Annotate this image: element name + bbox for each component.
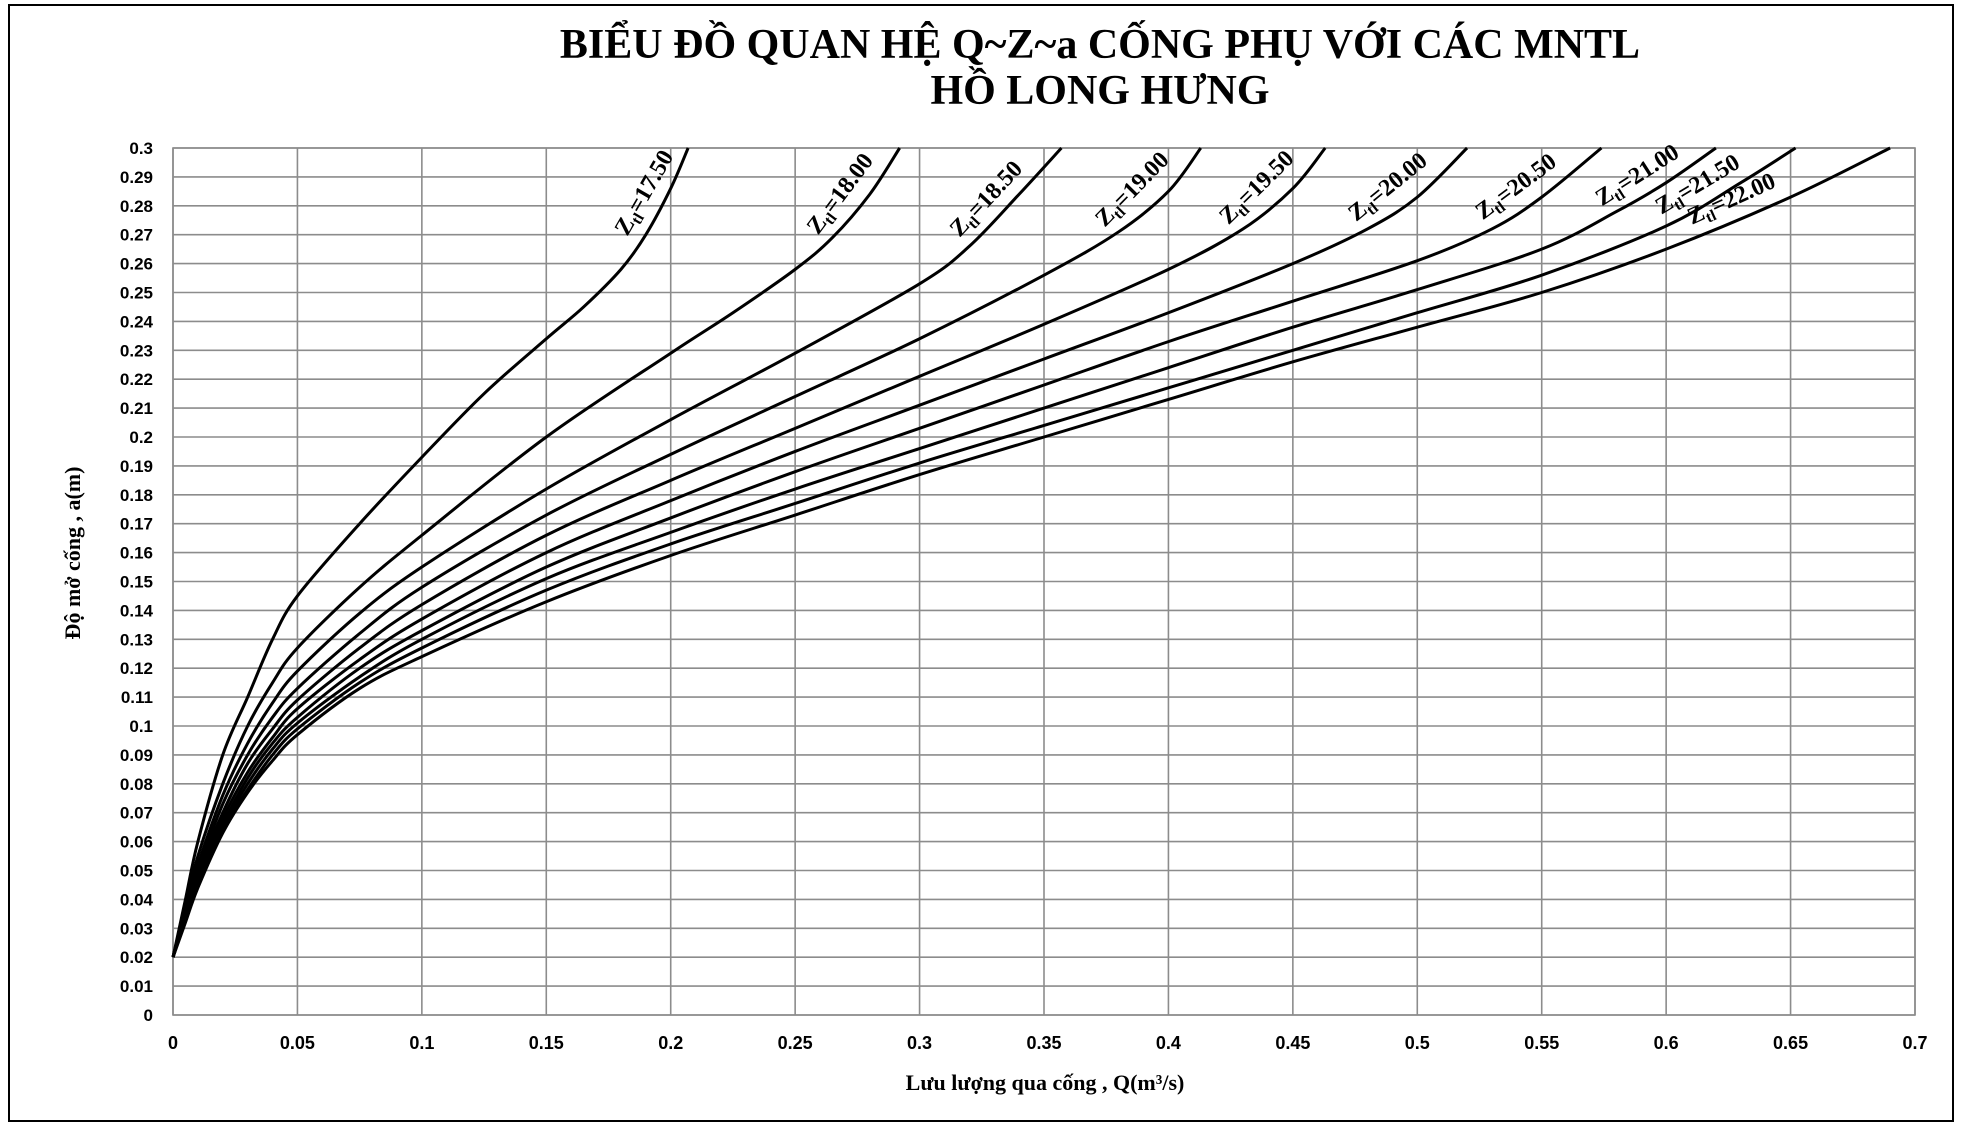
y-tick-label: 0.14: [120, 601, 154, 620]
x-axis-ticks: 0 0.05 0.1 0.15 0.2 0.25 0.3 0.35 0.4 0.45 0.5 0.55…: [168, 1033, 1928, 1053]
x-tick-label: 0.55: [1524, 1033, 1559, 1053]
y-tick-label: 0.04: [120, 890, 154, 909]
y-tick-label: 0.28: [120, 197, 153, 216]
y-tick-label: 0.07: [120, 804, 153, 823]
chart-title-line2: HỒ LONG HƯNG: [930, 66, 1269, 114]
y-tick-label: 0.01: [120, 977, 153, 996]
x-tick-label: 0.1: [409, 1033, 434, 1053]
y-tick-label: 0.29: [120, 168, 153, 187]
series-line: [171, 146, 1603, 958]
x-tick-label: 0.3: [907, 1033, 932, 1053]
y-tick-label: 0.06: [120, 833, 153, 852]
series-line: [171, 146, 1063, 958]
series-label-value: =19.50: [1233, 146, 1299, 212]
y-axis-label: Độ mở cống , a(m): [60, 467, 85, 640]
series-line: [171, 146, 1717, 958]
y-tick-label: 0.13: [120, 630, 153, 649]
series-label-value: =20.00: [1364, 148, 1433, 211]
series-curves: [171, 146, 1891, 958]
series-label: Ztl=18.50: [945, 156, 1030, 244]
y-tick-label: 0.15: [120, 573, 153, 592]
series-label-value: =20.50: [1492, 149, 1562, 210]
series-label-value: =18.50: [963, 156, 1028, 223]
x-tick-label: 0: [168, 1033, 178, 1053]
y-tick-label: 0.22: [120, 370, 153, 389]
y-tick-label: 0.2: [129, 428, 153, 447]
y-tick-label: 0.24: [120, 312, 154, 331]
x-tick-label: 0.7: [1902, 1033, 1927, 1053]
x-tick-label: 0.25: [778, 1033, 813, 1053]
chart-frame: [8, 4, 1954, 1122]
y-tick-label: 0.19: [120, 457, 153, 476]
x-tick-label: 0.5: [1405, 1033, 1430, 1053]
x-tick-label: 0.6: [1654, 1033, 1679, 1053]
y-tick-label: 0.3: [129, 139, 153, 158]
x-tick-label: 0.15: [529, 1033, 564, 1053]
y-tick-label: 0: [144, 1006, 153, 1025]
y-tick-label: 0.05: [120, 862, 153, 881]
y-tick-label: 0.12: [120, 659, 153, 678]
y-tick-label: 0.27: [120, 226, 153, 245]
y-tick-label: 0.26: [120, 255, 153, 274]
y-tick-label: 0.17: [120, 515, 153, 534]
y-tick-label: 0.16: [120, 544, 153, 563]
series-line: [171, 146, 1469, 958]
series-line: [171, 147, 1202, 958]
series-line: [171, 147, 690, 958]
series-label-value: =19.00: [1108, 147, 1174, 214]
grid: [172, 147, 1916, 1016]
y-tick-label: 0.1: [129, 717, 153, 736]
chart-title-line1: BIỂU ĐỒ QUAN HỆ Q~Z~a CỐNG PHỤ VỚI CÁC M…: [560, 19, 1640, 68]
x-tick-label: 0.65: [1773, 1033, 1808, 1053]
y-tick-label: 0.03: [120, 919, 153, 938]
series-line: [171, 146, 1797, 958]
x-axis-label: Lưu lượng qua cống , Q(m³/s): [906, 1070, 1185, 1095]
y-tick-label: 0.11: [121, 688, 153, 707]
chart-title: BIỂU ĐỒ QUAN HỆ Q~Z~a CỐNG PHỤ VỚI CÁC M…: [560, 19, 1640, 114]
x-tick-label: 0.2: [658, 1033, 683, 1053]
x-tick-label: 0.35: [1026, 1033, 1061, 1053]
series-line: [171, 147, 1327, 958]
y-tick-label: 0.08: [120, 775, 153, 794]
y-axis-ticks: 0 0.01 0.02 0.03 0.04 0.05 0.06 0.07 0.08 0.09 0.1…: [120, 139, 154, 1025]
x-tick-label: 0.05: [280, 1033, 315, 1053]
y-tick-label: 0.09: [120, 746, 153, 765]
y-tick-label: 0.02: [120, 948, 153, 967]
series-line: [171, 147, 901, 958]
y-tick-label: 0.18: [120, 486, 153, 505]
x-tick-label: 0.45: [1275, 1033, 1310, 1053]
plot-area: [172, 147, 1916, 1016]
y-tick-label: 0.21: [120, 399, 153, 418]
series-line: [171, 146, 1891, 958]
x-tick-label: 0.4: [1156, 1033, 1181, 1053]
y-tick-label: 0.25: [120, 284, 153, 303]
y-tick-label: 0.23: [120, 341, 153, 360]
series-label-value: =18.00: [817, 149, 878, 219]
